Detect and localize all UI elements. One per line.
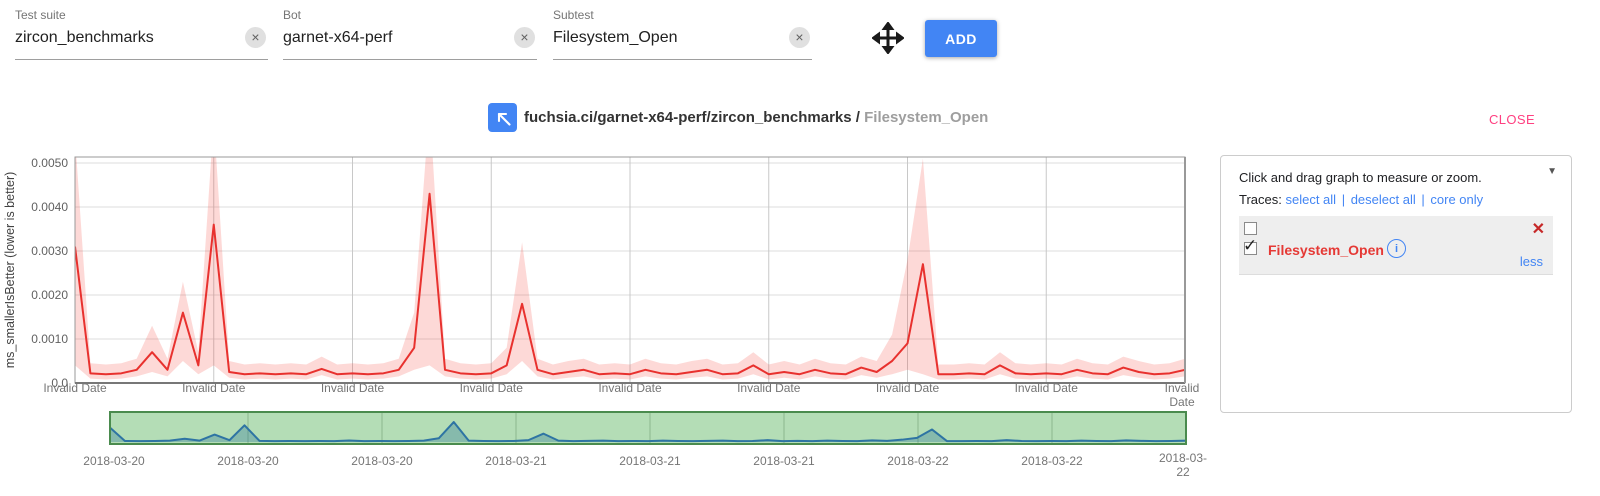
move-icon[interactable]: [871, 21, 905, 55]
clear-bot-button[interactable]: ×: [514, 27, 535, 48]
svg-text:2018-03-21: 2018-03-21: [619, 454, 681, 468]
test-suite-label: Test suite: [15, 8, 66, 22]
overview-area: [110, 422, 1186, 442]
overview-border: [109, 411, 1187, 445]
svg-text:Invalid Date: Invalid Date: [182, 381, 246, 395]
clear-x-icon: ×: [795, 29, 804, 45]
bot-value[interactable]: garnet-x64-perf: [283, 29, 393, 46]
test-suite-input[interactable]: zircon_benchmarks ×: [15, 26, 268, 60]
svg-text:Invalid Date: Invalid Date: [737, 381, 801, 395]
zoom-out-button[interactable]: [488, 103, 517, 132]
trace-panel: ▼ Click and drag graph to measure or zoo…: [1220, 155, 1572, 413]
remove-trace-icon[interactable]: ✕: [1531, 221, 1545, 238]
link-separator: |: [1421, 192, 1425, 207]
svg-text:2018-03-20: 2018-03-20: [351, 454, 413, 468]
svg-text:Invalid: Invalid: [1165, 381, 1200, 395]
gridlines: [75, 157, 1185, 383]
chart-title-subtest: Filesystem_Open: [864, 109, 989, 126]
svg-text:Invalid Date: Invalid Date: [321, 381, 385, 395]
core-only-link[interactable]: core only: [1430, 192, 1484, 207]
clear-subtest-button[interactable]: ×: [789, 27, 810, 48]
traces-row: Traces: select all | deselect all | core…: [1239, 192, 1555, 207]
trace-line: [75, 192, 1185, 376]
overview-selection: [110, 412, 1186, 444]
chart-title: fuchsia.ci/garnet-x64-perf/zircon_benchm…: [524, 103, 988, 132]
test-suite-field: Test suite zircon_benchmarks ×: [15, 8, 268, 60]
test-suite-value[interactable]: zircon_benchmarks: [15, 29, 154, 46]
svg-text:Date: Date: [1169, 395, 1195, 408]
confidence-band: [75, 157, 1185, 380]
subtest-value[interactable]: Filesystem_Open: [553, 29, 678, 46]
svg-text:0.0: 0.0: [51, 376, 68, 390]
traces-label: Traces:: [1239, 192, 1282, 207]
add-button[interactable]: ADD: [925, 20, 997, 57]
svg-text:2018-03-: 2018-03-: [1159, 451, 1207, 465]
svg-text:Invalid Date: Invalid Date: [598, 381, 662, 395]
y-axis-label: ms_smallerIsBetter (lower is better): [3, 172, 17, 369]
svg-text:0.0030: 0.0030: [31, 244, 68, 258]
subtest-label: Subtest: [553, 8, 594, 22]
clear-x-icon: ×: [520, 29, 529, 45]
svg-text:0.0010: 0.0010: [31, 332, 68, 346]
subtest-input[interactable]: Filesystem_Open ×: [553, 26, 812, 60]
select-all-link[interactable]: select all: [1285, 192, 1337, 207]
trace-name[interactable]: Filesystem_Open: [1268, 242, 1384, 258]
chart-title-path: fuchsia.ci/garnet-x64-perf/zircon_benchm…: [524, 109, 865, 126]
overview-line: [109, 421, 1187, 443]
chevron-down-icon[interactable]: ▼: [1547, 166, 1557, 177]
svg-text:2018-03-20: 2018-03-20: [217, 454, 279, 468]
info-icon[interactable]: i: [1387, 239, 1406, 258]
link-separator: |: [1341, 192, 1346, 207]
svg-text:2018-03-21: 2018-03-21: [485, 454, 547, 468]
svg-text:0.0050: 0.0050: [31, 156, 68, 170]
bot-input[interactable]: garnet-x64-perf ×: [283, 26, 537, 60]
panel-hint: Click and drag graph to measure or zoom.: [1239, 170, 1482, 185]
svg-text:2018-03-21: 2018-03-21: [753, 454, 815, 468]
svg-text:2018-03-22: 2018-03-22: [1021, 454, 1083, 468]
main-chart[interactable]: 0.00500.00400.00300.00200.00100.0Invalid…: [0, 140, 1230, 408]
subtest-field: Subtest Filesystem_Open ×: [553, 8, 812, 60]
arrow-up-left-icon: [497, 112, 511, 126]
svg-text:Invalid Date: Invalid Date: [876, 381, 940, 395]
less-link[interactable]: less: [1519, 254, 1543, 269]
svg-text:2018-03-20: 2018-03-20: [83, 454, 145, 468]
svg-text:Invalid Date: Invalid Date: [460, 381, 524, 395]
close-button[interactable]: CLOSE: [1489, 112, 1536, 127]
bot-label: Bot: [283, 8, 302, 22]
svg-text:Invalid Date: Invalid Date: [43, 381, 107, 395]
svg-text:2018-03-22: 2018-03-22: [887, 454, 949, 468]
svg-text:0.0040: 0.0040: [31, 200, 68, 214]
bot-field: Bot garnet-x64-perf ×: [283, 8, 537, 60]
clear-x-icon: ×: [251, 29, 260, 45]
trace-list-box: ✓ Filesystem_Open i ✕ less: [1239, 216, 1553, 275]
deselect-all-link[interactable]: deselect all: [1350, 192, 1416, 207]
checkbox-checked[interactable]: [1244, 242, 1257, 255]
clear-test-suite-button[interactable]: ×: [245, 27, 266, 48]
checkbox-unchecked[interactable]: [1244, 222, 1257, 235]
svg-text:22: 22: [1176, 465, 1190, 479]
overview-chart[interactable]: 2018-03-20 2018-03-20 2018-03-20 2018-03-21…: [0, 408, 1230, 493]
svg-text:Invalid Date: Invalid Date: [1015, 381, 1079, 395]
svg-text:0.0020: 0.0020: [31, 288, 68, 302]
